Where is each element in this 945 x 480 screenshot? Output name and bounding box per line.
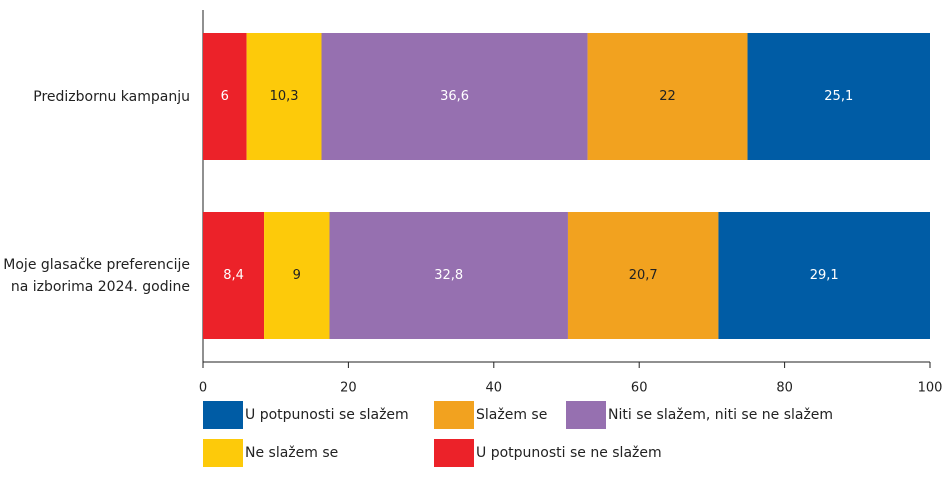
bar-segment: [587, 33, 748, 160]
legend-label: U potpunosti se ne slažem: [476, 445, 662, 461]
bar-segment: [264, 212, 330, 339]
value-label: 8,4: [223, 268, 244, 283]
legend-label: Ne slažem se: [245, 445, 338, 461]
legend-swatch: [203, 401, 243, 429]
x-tick-label: 0: [199, 381, 207, 396]
category-label: Moje glasačke preferencije na izborima 2…: [3, 256, 190, 295]
value-label: 25,1: [824, 89, 853, 104]
legend-swatch: [566, 401, 606, 429]
bar-segment: [321, 33, 588, 160]
value-label: 10,3: [270, 89, 299, 104]
value-label: 6: [221, 89, 229, 104]
x-tick-label: 80: [776, 381, 793, 396]
legend-swatch: [203, 439, 243, 467]
legend-swatch: [434, 439, 474, 467]
bar-segment: [567, 212, 719, 339]
bar-segment: [329, 212, 568, 339]
bar-segment: [246, 33, 322, 160]
bar-segment: [747, 33, 930, 160]
x-tick-label: 60: [631, 381, 648, 396]
x-tick-label: 100: [918, 381, 943, 396]
legend-label: Slažem se: [476, 407, 547, 423]
value-label: 22: [659, 89, 676, 104]
value-label: 9: [293, 268, 301, 283]
value-label: 29,1: [810, 268, 839, 283]
bar-segment: [203, 33, 247, 160]
bar-segment: [203, 212, 265, 339]
legend-label: U potpunosti se slažem: [245, 407, 409, 423]
value-label: 20,7: [629, 268, 658, 283]
category-label: Predizbornu kampanju: [33, 88, 190, 105]
value-label: 36,6: [440, 89, 469, 104]
legend-swatch: [434, 401, 474, 429]
legend-label: Niti se slažem, niti se ne slažem: [608, 407, 833, 423]
x-tick-label: 20: [340, 381, 357, 396]
value-label: 32,8: [434, 268, 463, 283]
bar-segment: [718, 212, 930, 339]
x-tick-label: 40: [486, 381, 503, 396]
